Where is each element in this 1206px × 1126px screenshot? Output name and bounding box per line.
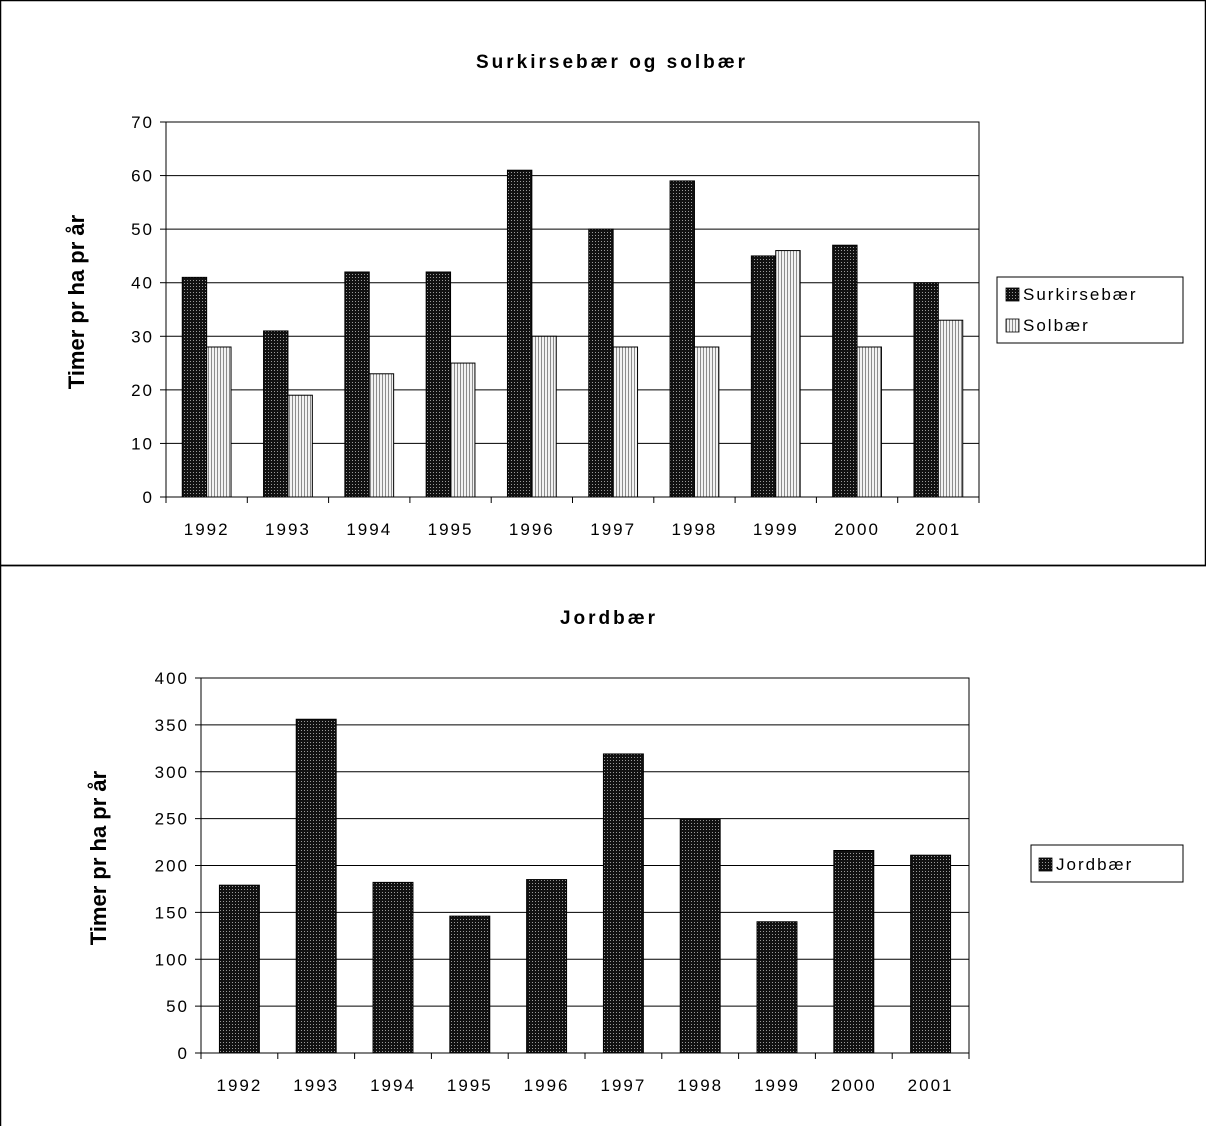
bar-surkirsebær-2001	[913, 282, 939, 498]
x-tick-label: 1993	[265, 520, 311, 539]
y-tick-label: 20	[131, 381, 154, 400]
chart-title: Surkirsebær og solbær	[476, 52, 748, 73]
bar-surkirsebær-1993	[263, 330, 289, 498]
x-tick-label: 1995	[428, 520, 474, 539]
x-tick-label: 1996	[509, 520, 555, 539]
y-tick-label: 0	[143, 488, 154, 507]
bar-solbær-1995	[450, 362, 476, 498]
x-tick-label: 1999	[754, 1076, 800, 1095]
bars	[181, 169, 964, 498]
legend-swatch-solbaer	[1005, 318, 1020, 333]
x-tick-label: 1997	[600, 1076, 646, 1095]
bar-jordbær-1995	[449, 915, 491, 1054]
bar-surkirsebær-1995	[425, 271, 452, 498]
y-axis-label: Timer pr ha pr år	[64, 214, 89, 389]
x-tick-label: 1992	[216, 1076, 262, 1095]
x-axis-ticks: 1992 1993 1994 1995 1996 1997 1998 1999 2000 2001	[200, 1053, 970, 1095]
bar-jordbær-1993	[295, 718, 337, 1054]
bar-solbær-1997	[612, 346, 639, 498]
y-tick-label: 100	[155, 950, 189, 969]
x-axis-ticks: 1992 1993 1994 1995 1996 1997 1998 1999 2000 2001	[165, 497, 980, 539]
bar-jordbær-1994	[372, 881, 414, 1054]
bar-solbær-2001	[937, 319, 964, 498]
bars	[218, 718, 952, 1054]
bar-surkirsebær-1999	[750, 255, 777, 498]
bar-surkirsebær-1994	[344, 271, 370, 498]
bar-surkirsebær-1992	[181, 276, 208, 498]
y-tick-label: 10	[131, 434, 154, 453]
y-axis-label: Timer pr ha pr år	[86, 770, 111, 945]
legend-swatch-jordbaer	[1038, 857, 1053, 872]
bar-jordbær-1998	[679, 819, 721, 1054]
legend-box	[1030, 844, 1184, 883]
y-tick-label: 30	[131, 327, 154, 346]
chart-title: Jordbær	[560, 608, 658, 629]
bar-jordbær-2001	[910, 854, 952, 1054]
bar-surkirsebær-1998	[669, 180, 695, 498]
x-tick-label: 1993	[293, 1076, 339, 1095]
chart-frame-bottom	[0, 564, 1206, 1126]
legend: Jordbær	[1030, 844, 1184, 883]
x-tick-label: 1996	[524, 1076, 570, 1095]
x-tick-label: 1992	[184, 520, 230, 539]
x-tick-label: 2000	[831, 1076, 877, 1095]
legend: Surkirsebær Solbær	[996, 276, 1184, 344]
x-tick-label: 2001	[915, 520, 961, 539]
bar-solbær-1993	[287, 394, 313, 498]
y-tick-label: 350	[155, 716, 189, 735]
bar-surkirsebær-1997	[588, 228, 614, 498]
bar-jordbær-1997	[602, 753, 644, 1054]
x-tick-label: 2000	[834, 520, 880, 539]
bar-solbær-1996	[531, 335, 557, 498]
chart-surkirsebaer-solbaer: Surkirsebær og solbær Timer pr ha pr år …	[64, 52, 1184, 539]
bar-jordbær-1999	[756, 921, 798, 1054]
x-tick-label: 1999	[753, 520, 799, 539]
y-axis-ticks: 0 10 20 30 40 50 60 70	[131, 113, 166, 507]
chart-jordbaer: Jordbær Timer pr ha pr år 0 50 100 150 200 25…	[86, 608, 1184, 1095]
bar-surkirsebær-2000	[832, 244, 858, 498]
bar-solbær-1998	[693, 346, 720, 498]
y-tick-label: 400	[155, 669, 189, 688]
y-tick-label: 40	[131, 274, 154, 293]
y-tick-label: 50	[131, 220, 154, 239]
legend-label-surkirsebaer: Surkirsebær	[1023, 285, 1138, 304]
bar-jordbær-2000	[833, 850, 875, 1054]
x-tick-label: 1998	[677, 1076, 723, 1095]
x-tick-label: 1994	[346, 520, 392, 539]
legend-label-jordbaer: Jordbær	[1056, 855, 1133, 874]
bar-surkirsebær-1996	[506, 169, 533, 498]
x-tick-label: 1998	[672, 520, 718, 539]
y-tick-label: 150	[155, 903, 189, 922]
y-tick-label: 300	[155, 763, 189, 782]
y-axis-ticks: 0 50 100 150 200 250 300 350 400	[155, 669, 201, 1063]
y-tick-label: 250	[155, 810, 189, 829]
y-tick-label: 70	[131, 113, 154, 132]
bar-solbær-1994	[368, 373, 395, 498]
bar-solbær-2000	[856, 346, 882, 498]
bar-solbær-1992	[206, 346, 232, 498]
x-tick-label: 2001	[908, 1076, 954, 1095]
x-tick-label: 1994	[370, 1076, 416, 1095]
legend-box	[996, 276, 1184, 344]
bar-jordbær-1992	[218, 884, 260, 1054]
y-tick-label: 0	[178, 1044, 189, 1063]
x-tick-label: 1997	[590, 520, 636, 539]
legend-swatch-surkirsebaer	[1005, 287, 1020, 302]
y-tick-label: 60	[131, 167, 154, 186]
bar-solbær-1999	[775, 250, 801, 498]
y-tick-label: 200	[155, 857, 189, 876]
legend-label-solbaer: Solbær	[1023, 316, 1090, 335]
y-tick-label: 50	[166, 997, 189, 1016]
bar-jordbær-1996	[526, 879, 568, 1054]
x-tick-label: 1995	[447, 1076, 493, 1095]
